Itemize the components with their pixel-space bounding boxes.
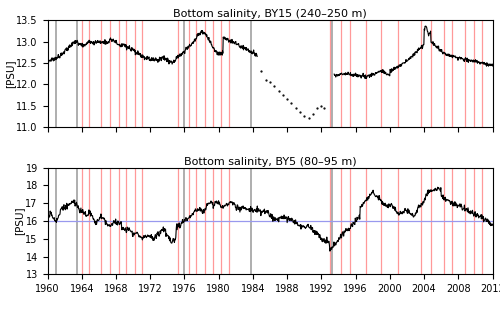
Title: Bottom salinity, BY15 (240–250 m): Bottom salinity, BY15 (240–250 m) (173, 9, 367, 19)
Y-axis label: [PSU]: [PSU] (5, 59, 15, 88)
Y-axis label: [PSU]: [PSU] (14, 207, 24, 235)
Title: Bottom salinity, BY5 (80–95 m): Bottom salinity, BY5 (80–95 m) (184, 157, 356, 167)
